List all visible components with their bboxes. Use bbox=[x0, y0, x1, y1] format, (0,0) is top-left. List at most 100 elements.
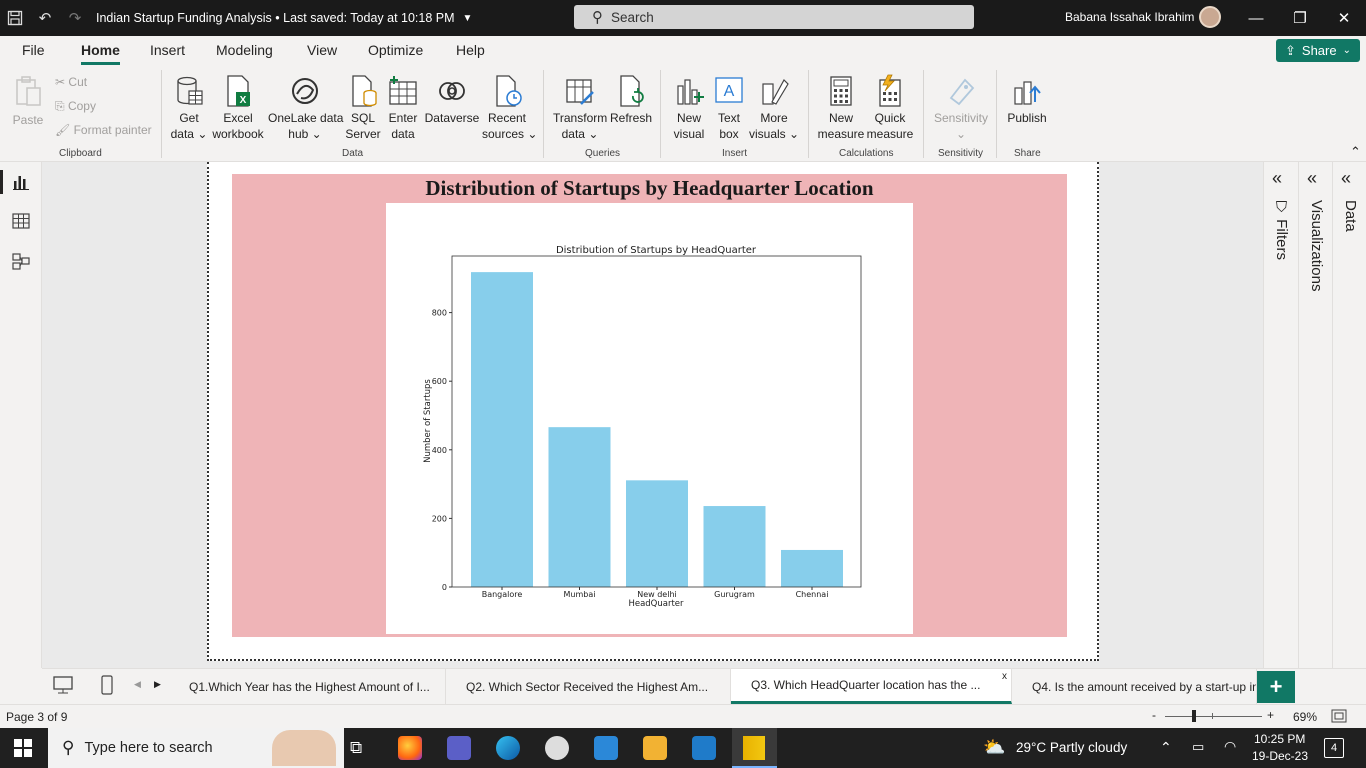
chevron-down-icon: ⌄ bbox=[1342, 45, 1351, 56]
document-title[interactable]: Indian Startup Funding Analysis • Last s… bbox=[96, 11, 455, 25]
menu-modeling[interactable]: Modeling bbox=[216, 42, 273, 58]
avatar[interactable] bbox=[1199, 6, 1221, 28]
file-explorer-icon[interactable] bbox=[643, 736, 667, 760]
cut-button[interactable]: ✂ Cut bbox=[55, 75, 87, 89]
filters-pane[interactable]: « ⛉ Filters bbox=[1263, 162, 1298, 668]
plot-frame bbox=[451, 255, 862, 588]
firefox-icon[interactable] bbox=[398, 736, 422, 760]
search-highlight-icon bbox=[272, 730, 336, 766]
page-tab-q3[interactable]: Q3. Which HeadQuarter location has the .… bbox=[731, 669, 1012, 704]
enter-data-button[interactable]: Enter data bbox=[386, 74, 420, 142]
copy-label: Copy bbox=[67, 99, 96, 113]
teams-icon[interactable] bbox=[447, 736, 471, 760]
prev-page-icon[interactable]: ◀ bbox=[134, 679, 141, 689]
powerbi-taskbar-button[interactable] bbox=[732, 728, 777, 768]
publish-button[interactable]: Publish bbox=[1005, 74, 1049, 126]
paste-button[interactable]: Paste bbox=[10, 74, 46, 128]
model-view-icon[interactable] bbox=[11, 252, 31, 270]
add-page-button[interactable]: + bbox=[1257, 671, 1295, 703]
wifi-icon[interactable]: ◠ bbox=[1224, 738, 1237, 754]
quick-measure-button[interactable]: Quick measure bbox=[866, 74, 914, 142]
menu-insert[interactable]: Insert bbox=[150, 42, 186, 58]
weather-text[interactable]: 29°C Partly cloudy bbox=[1016, 740, 1128, 755]
clock-date[interactable]: 19-Dec-23 bbox=[1252, 749, 1309, 763]
visualizations-pane[interactable]: « Visualizations bbox=[1298, 162, 1332, 668]
menu-view[interactable]: View bbox=[307, 42, 338, 58]
share-button[interactable]: ⇪ Share ⌄ bbox=[1276, 39, 1360, 62]
group-label-data: Data bbox=[342, 148, 364, 159]
user-name[interactable]: Babana Issahak Ibrahim bbox=[1065, 10, 1195, 24]
sql-server-button[interactable]: SQL Server bbox=[345, 74, 381, 142]
y-tick-label: 600 bbox=[432, 377, 447, 386]
new-measure-button[interactable]: New measure bbox=[817, 74, 865, 142]
chart-xlabel: HeadQuarter bbox=[628, 599, 684, 609]
collapse-ribbon-icon[interactable]: ⌃ bbox=[1350, 144, 1361, 159]
data-pane[interactable]: « Data bbox=[1332, 162, 1366, 668]
redo-icon[interactable]: ↷ bbox=[68, 10, 82, 27]
search-icon: ⚲ bbox=[62, 738, 75, 757]
chatgpt-icon[interactable] bbox=[545, 736, 569, 760]
page-tab-q1[interactable]: Q1.Which Year has the Highest Amount of … bbox=[169, 669, 446, 704]
fit-to-page-icon[interactable] bbox=[1331, 709, 1347, 726]
mobile-layout-icon[interactable] bbox=[100, 675, 114, 698]
menu-optimize[interactable]: Optimize bbox=[368, 42, 424, 58]
battery-icon[interactable]: ▭ bbox=[1192, 739, 1205, 754]
taskbar-search[interactable]: ⚲ Type here to search bbox=[48, 728, 344, 768]
save-icon[interactable] bbox=[0, 0, 30, 36]
edge-icon[interactable] bbox=[496, 736, 520, 760]
close-icon[interactable]: ✕ bbox=[1337, 10, 1351, 27]
minimize-icon[interactable]: — bbox=[1248, 9, 1264, 27]
text-box-icon: A bbox=[713, 74, 745, 108]
refresh-button[interactable]: Refresh bbox=[610, 74, 652, 126]
close-tab-icon[interactable]: x bbox=[1002, 671, 1007, 682]
zoom-in-icon[interactable]: + bbox=[1267, 708, 1275, 722]
expand-filters-icon[interactable]: « bbox=[1272, 168, 1283, 188]
zoom-out-icon[interactable]: - bbox=[1152, 708, 1156, 722]
format-painter-button[interactable]: 🖌 Format painter bbox=[55, 123, 152, 137]
excel-workbook-button[interactable]: X Excel workbook bbox=[211, 74, 265, 142]
expand-visualizations-icon[interactable]: « bbox=[1307, 168, 1318, 188]
onelake-data-hub-button[interactable]: OneLake data hub ⌄ bbox=[268, 74, 343, 142]
share-icon: ⇪ bbox=[1285, 42, 1296, 58]
vscode-icon[interactable] bbox=[692, 736, 716, 760]
menu-help[interactable]: Help bbox=[456, 42, 485, 58]
menu-home[interactable]: Home bbox=[81, 42, 120, 58]
undo-icon[interactable]: ↶ bbox=[38, 10, 52, 27]
text-box-button[interactable]: A Text box bbox=[712, 74, 746, 142]
new-visual-button[interactable]: New visual bbox=[670, 74, 708, 142]
windows-start-icon[interactable] bbox=[14, 739, 32, 760]
ribbon-separator bbox=[543, 70, 544, 158]
notifications-icon[interactable]: 4 bbox=[1324, 738, 1344, 758]
copy-button[interactable]: ⎘ Copy bbox=[55, 99, 96, 114]
more-visuals-button[interactable]: More visuals ⌄ bbox=[749, 74, 799, 142]
zoom-slider-thumb[interactable] bbox=[1192, 710, 1196, 722]
table-icon bbox=[387, 74, 419, 108]
sensitivity-button[interactable]: Sensitivity ⌄ bbox=[932, 74, 990, 142]
next-page-icon[interactable]: ▶ bbox=[154, 679, 161, 689]
recent-sources-button[interactable]: Recent sources ⌄ bbox=[482, 74, 537, 142]
expand-data-icon[interactable]: « bbox=[1341, 168, 1352, 188]
zoom-slider[interactable] bbox=[1165, 716, 1262, 717]
ribbon-separator bbox=[996, 70, 997, 158]
dataverse-button[interactable]: Dataverse bbox=[424, 74, 480, 126]
table-view-icon[interactable] bbox=[11, 212, 31, 230]
page-tab-q4[interactable]: Q4. Is the amount received by a start-up… bbox=[1012, 669, 1257, 704]
group-label-sensitivity: Sensitivity bbox=[938, 148, 984, 159]
desktop-layout-icon[interactable] bbox=[52, 675, 74, 698]
publish-label: Publish bbox=[1007, 111, 1047, 125]
visual-container[interactable]: Distribution of Startups by Headquarter … bbox=[232, 174, 1067, 637]
format-painter-label: Format painter bbox=[73, 123, 152, 137]
tray-chevron-icon[interactable]: ⌃ bbox=[1160, 739, 1172, 755]
snip-icon[interactable] bbox=[594, 736, 618, 760]
task-view-icon[interactable]: ⧉ bbox=[350, 738, 363, 757]
menu-file[interactable]: File bbox=[22, 42, 45, 58]
report-view-icon[interactable] bbox=[11, 172, 31, 190]
restore-icon[interactable]: ❐ bbox=[1293, 10, 1307, 27]
page-tab-q2[interactable]: Q2. Which Sector Received the Highest Am… bbox=[446, 669, 731, 704]
search-box[interactable]: ⚲ Search bbox=[574, 5, 974, 29]
transform-data-button[interactable]: Transform data ⌄ bbox=[553, 74, 607, 142]
clock-time[interactable]: 10:25 PM bbox=[1254, 732, 1306, 746]
title-dropdown-icon[interactable]: ▼ bbox=[462, 12, 473, 24]
get-data-button[interactable]: Get data ⌄ bbox=[170, 74, 208, 142]
text-box-label-1: Text bbox=[717, 111, 740, 125]
